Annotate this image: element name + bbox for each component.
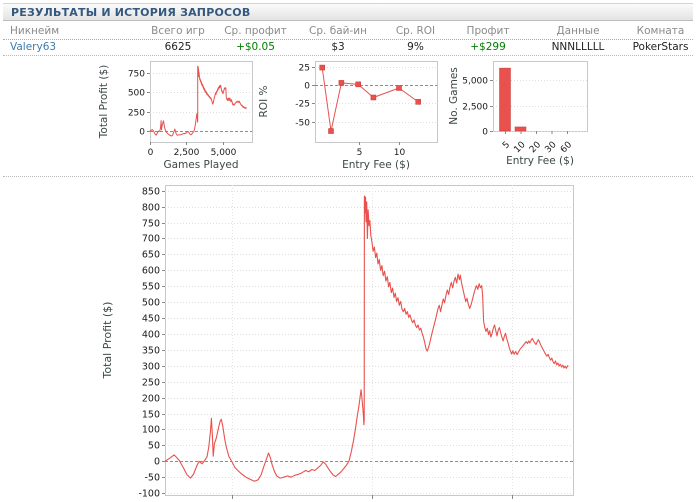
mini-total-profit-chart[interactable]: 0 250 500 750 0 2,500 5,000 Total Profit ($) Gam… bbox=[95, 56, 260, 174]
y-tick-label: 100 bbox=[142, 425, 160, 436]
y-tick-label: -100 bbox=[138, 489, 160, 500]
y-tick-label: 50 bbox=[148, 441, 160, 452]
avg-roi-value: 9% bbox=[407, 41, 424, 53]
table-row: Valery63 6625 +$0.05 $3 9% +$299 NNNLLLL… bbox=[3, 40, 693, 56]
page-title: РЕЗУЛЬТАТЫ И ИСТОРИЯ ЗАПРОСОВ bbox=[11, 6, 251, 19]
data-point-marker bbox=[415, 99, 421, 105]
data-point-marker bbox=[355, 81, 361, 88]
y-tick-label: 600 bbox=[142, 266, 160, 277]
y-tick-label: 250 bbox=[128, 109, 145, 119]
y-tick-label: 350 bbox=[142, 346, 160, 357]
plot-border bbox=[150, 61, 253, 143]
avg-profit-value: +$0.05 bbox=[236, 41, 275, 53]
x-tick-label: 2,500 bbox=[174, 148, 200, 158]
main-total-profit-chart-area: 850 800 750 700 650 600 550 500 450 400 350 300 250 2… bbox=[3, 177, 693, 502]
y-tick-label: 0 bbox=[304, 82, 310, 92]
y-tick-label: 700 bbox=[142, 234, 160, 245]
main-total-profit-chart: 8508007507006506005505004504003503002502… bbox=[101, 185, 574, 500]
y-tick-label: 0 bbox=[154, 457, 160, 468]
data-string-value: NNNLLLLL bbox=[551, 41, 605, 53]
y-tick-label: 250 bbox=[142, 378, 160, 389]
y-tick-label: 500 bbox=[128, 89, 145, 99]
x-tick-label: 5 bbox=[501, 140, 512, 151]
x-tick-label: 10 bbox=[512, 140, 527, 155]
y-axis-title: No. Games bbox=[448, 67, 460, 125]
roi-by-entry-fee-chart[interactable]: 25 0 -25 -50 5 10 ROI % Entry Fee ($) bbox=[255, 56, 445, 174]
games-bar bbox=[514, 126, 527, 132]
y-axis-title: Total Profit ($) bbox=[101, 302, 114, 380]
x-axis-title: Games Played bbox=[163, 159, 238, 171]
y-tick-label: 5,000 bbox=[462, 77, 488, 87]
data-point-marker bbox=[396, 85, 402, 91]
column-header-avg-profit[interactable]: Ср. профит bbox=[224, 25, 287, 37]
x-tick-label: 5 bbox=[357, 148, 363, 158]
y-tick-label: 2,500 bbox=[462, 103, 488, 113]
results-table-header: Никнейм Всего игр Ср. профит Ср. бай-ин … bbox=[3, 21, 693, 40]
y-tick-label: 850 bbox=[142, 187, 160, 198]
data-point-marker bbox=[319, 64, 325, 71]
y-tick-label: 400 bbox=[142, 330, 160, 341]
y-tick-label: 25 bbox=[299, 64, 310, 74]
column-header-nickname[interactable]: Никнейм bbox=[10, 25, 60, 37]
x-tick-label: 60 bbox=[559, 140, 574, 155]
data-point-marker bbox=[328, 128, 334, 134]
y-tick-label: 300 bbox=[142, 362, 160, 373]
x-tick-label: 10 bbox=[394, 148, 406, 158]
column-header-profit[interactable]: Профит bbox=[466, 25, 510, 37]
results-panel: РЕЗУЛЬТАТЫ И ИСТОРИЯ ЗАПРОСОВ Никнейм Вс… bbox=[3, 3, 693, 502]
total-games-value: 6625 bbox=[164, 41, 192, 53]
mini-charts-row: 0 250 500 750 0 2,500 5,000 Total Profit ($) Gam… bbox=[3, 56, 693, 177]
plot-border bbox=[165, 185, 574, 496]
y-tick-label: 150 bbox=[142, 410, 160, 421]
series-line bbox=[164, 195, 569, 482]
avg-buyin-value: $3 bbox=[331, 41, 345, 53]
y-tick-label: -50 bbox=[144, 473, 160, 484]
section-header-bar: РЕЗУЛЬТАТЫ И ИСТОРИЯ ЗАПРОСОВ bbox=[3, 3, 693, 21]
x-tick-label: 20 bbox=[528, 140, 543, 155]
y-tick-label: -25 bbox=[295, 100, 310, 110]
y-tick-label: 750 bbox=[142, 219, 160, 230]
y-tick-label: 450 bbox=[142, 314, 160, 325]
x-axis-title: Entry Fee ($) bbox=[342, 159, 410, 171]
player-nickname-link[interactable]: Valery63 bbox=[10, 41, 57, 53]
y-tick-label: 0 bbox=[482, 128, 488, 138]
column-header-avg-buyin[interactable]: Ср. бай-ин bbox=[309, 25, 367, 37]
profit-value: +$299 bbox=[470, 41, 506, 53]
y-tick-label: 500 bbox=[142, 298, 160, 309]
y-tick-label: 800 bbox=[142, 203, 160, 214]
y-tick-label: 650 bbox=[142, 250, 160, 261]
y-tick-label: 0 bbox=[139, 128, 145, 138]
column-header-total-games[interactable]: Всего игр bbox=[151, 25, 205, 37]
x-tick-label: 30 bbox=[543, 140, 558, 155]
data-point-marker bbox=[338, 80, 345, 86]
series-line bbox=[149, 65, 247, 137]
y-tick-label: -50 bbox=[295, 119, 310, 129]
room-value: PokerStars bbox=[632, 41, 689, 53]
y-tick-label: 200 bbox=[142, 394, 160, 405]
x-axis-title: Entry Fee ($) bbox=[506, 155, 574, 167]
data-point-marker bbox=[370, 94, 377, 101]
y-axis-title: ROI % bbox=[258, 85, 270, 117]
games-bar bbox=[499, 67, 511, 132]
column-header-data[interactable]: Данные bbox=[556, 25, 600, 37]
y-tick-label: 550 bbox=[142, 282, 160, 293]
column-header-room[interactable]: Комната bbox=[636, 25, 685, 37]
x-tick-label: 5,000 bbox=[211, 148, 237, 158]
y-tick-label: 750 bbox=[128, 70, 145, 80]
x-tick-label: 0 bbox=[148, 148, 154, 158]
column-header-avg-roi[interactable]: Ср. ROI bbox=[395, 25, 436, 37]
y-axis-title: Total Profit ($) bbox=[98, 65, 110, 139]
